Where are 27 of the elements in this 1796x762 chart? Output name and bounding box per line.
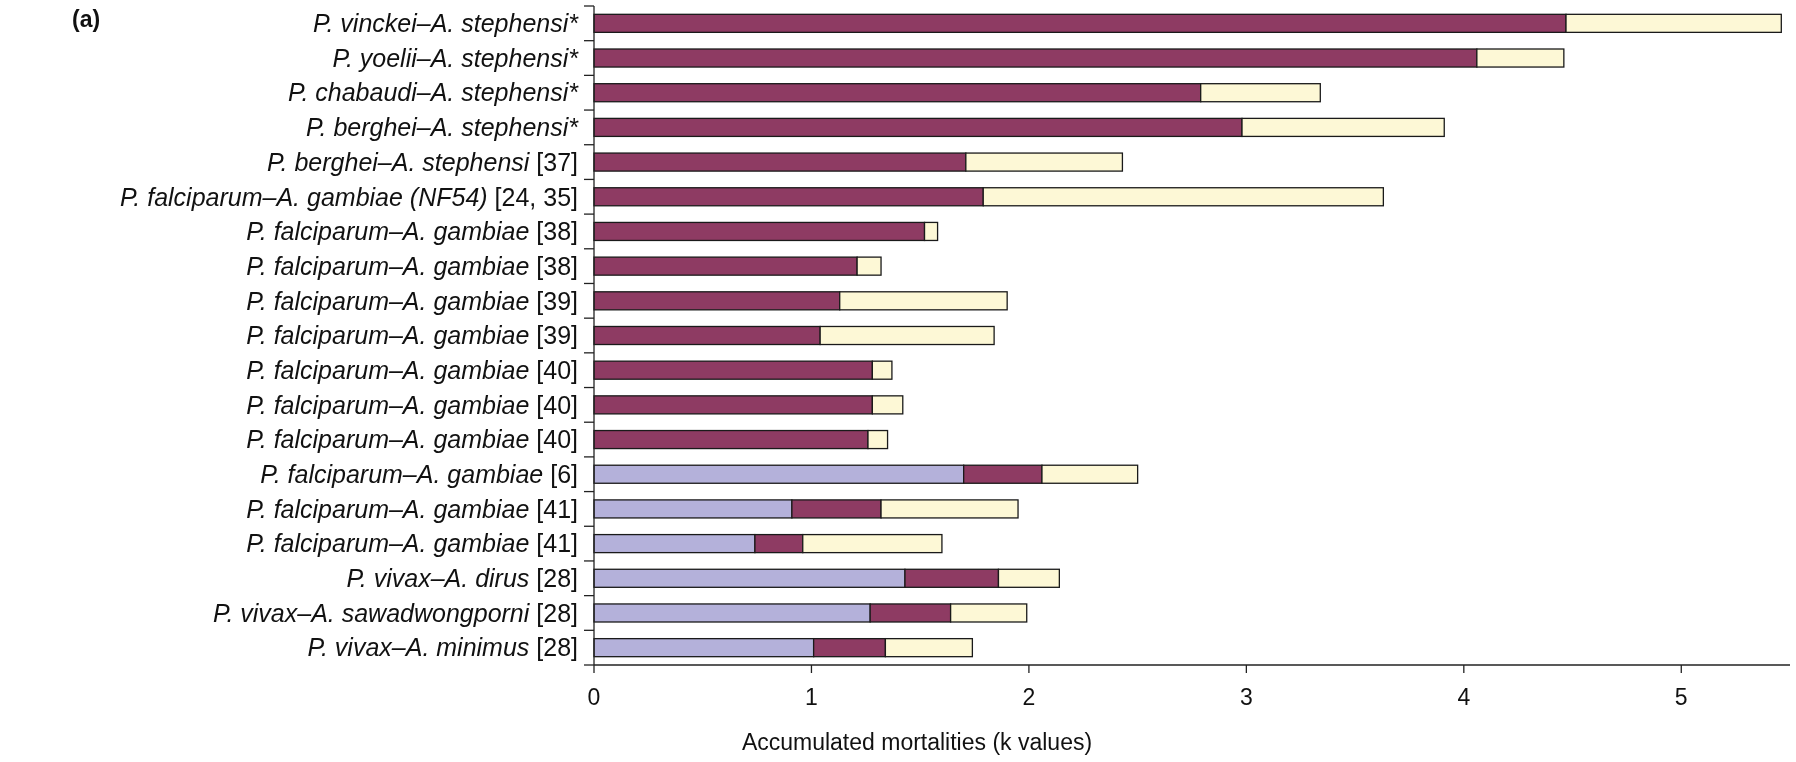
y-tick-label: P. falciparum–A. gambiae [39] (246, 286, 578, 315)
y-tick-label: P. chabaudi–A. stephensi* (287, 78, 580, 107)
x-axis-title: Accumulated mortalities (k values) (741, 729, 1093, 755)
y-tick-label: P. falciparum–A. gambiae [41] (246, 494, 578, 523)
x-tick-label: 0 (587, 684, 601, 710)
y-tick-label: P. falciparum–A. gambiae [40] (246, 355, 578, 384)
y-tick-label: P. falciparum–A. gambiae (NF54) [24, 35] (119, 182, 578, 211)
y-tick-label: P. falciparum–A. gambiae [6] (260, 459, 578, 488)
x-tick-label: 2 (1022, 684, 1036, 710)
y-tick-label: P. vinckei–A. stephensi* (313, 9, 580, 38)
x-tick-label: 1 (805, 684, 818, 710)
y-tick-label: P. vivax–A. minimus [28] (307, 633, 578, 662)
x-tick-label: 4 (1457, 684, 1471, 710)
y-tick-label: P. vivax–A. sawadwongporni [28] (212, 598, 578, 627)
y-tick-label: P. falciparum–A. gambiae [41] (246, 529, 578, 558)
y-tick-label: P. falciparum–A. gambiae [38] (246, 251, 578, 280)
y-tick-label: P. falciparum–A. gambiae [40] (246, 390, 578, 419)
y-tick-label: P. yoelii–A. stephensi* (332, 43, 580, 72)
y-tick-label: P. falciparum–A. gambiae [39] (246, 321, 578, 350)
y-tick-label: P. berghei–A. stephensi* (306, 113, 580, 142)
x-tick-label: 5 (1674, 684, 1688, 710)
y-tick-label: P. vivax–A. dirus [28] (346, 564, 578, 593)
text: (a) (72, 6, 101, 32)
y-tick-label: P. falciparum–A. gambiae [38] (246, 217, 578, 246)
x-tick-label: 3 (1239, 684, 1253, 710)
y-tick-label: P. berghei–A. stephensi [37] (267, 147, 578, 176)
y-tick-label: P. falciparum–A. gambiae [40] (246, 425, 578, 454)
